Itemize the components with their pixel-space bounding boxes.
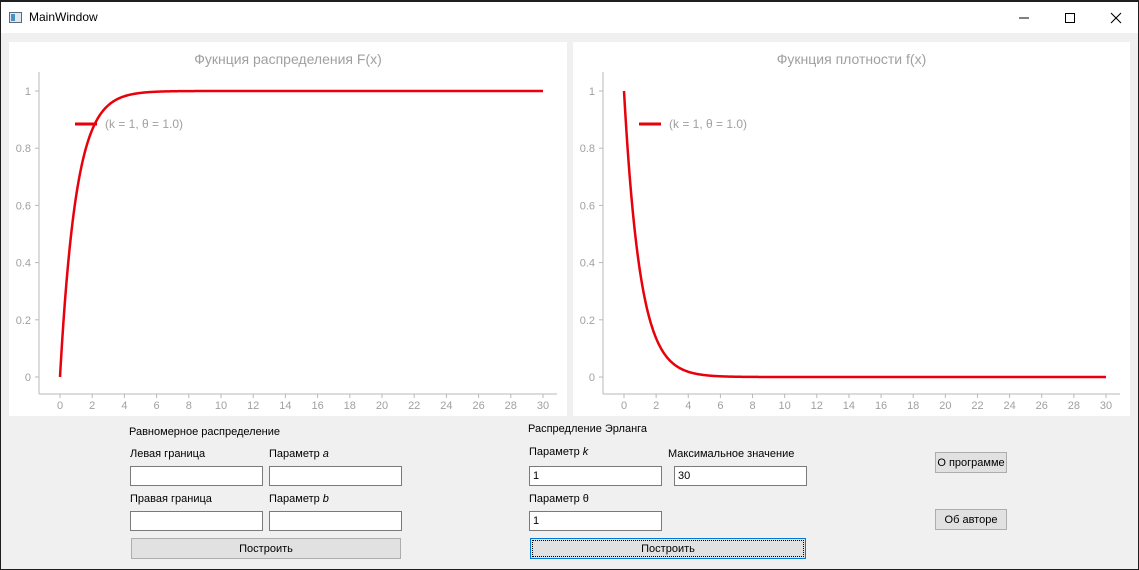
x-tick-label: 20 [376,400,388,412]
param-k-symbol: k [582,446,589,458]
y-tick-label: 0.2 [16,315,31,327]
x-tick-label: 0 [621,400,627,412]
cdf-chart: Фукнция распределения F(x) 0 0.2 0.4 0.6 0.8 1… [16,51,557,412]
x-tick-label: 6 [154,400,160,412]
right-bound-input[interactable] [130,511,263,531]
minimize-icon [1019,17,1029,19]
x-tick-label: 26 [1036,400,1048,412]
pdf-chart-panel: Фукнция плотности f(x) 0 0.2 0.4 0.6 0.8 1 0 2 4 6… [573,42,1130,416]
close-button[interactable] [1093,2,1139,33]
x-tick-label: 14 [843,400,855,412]
x-tick-label: 22 [971,400,983,412]
x-tick-label: 30 [1100,400,1112,412]
x-tick-label: 2 [653,400,659,412]
title-bar[interactable]: MainWindow [1,0,1138,33]
x-tick-label: 8 [749,400,755,412]
param-b-input[interactable] [269,511,402,531]
x-tick-label: 12 [811,400,823,412]
chart-title: Фукнция плотности f(x) [777,51,926,67]
about-author-button[interactable]: Об авторе [935,509,1007,530]
x-tick-label: 4 [121,400,127,412]
param-b-symbol: b [322,493,329,505]
y-tick-label: 0.6 [580,200,595,212]
param-a-input[interactable] [269,466,402,486]
x-tick-label: 18 [344,400,356,412]
y-tick-label: 0.6 [16,200,31,212]
x-tick-label: 10 [779,400,791,412]
x-tick-label: 28 [505,400,517,412]
maximize-button[interactable] [1047,2,1093,33]
x-tick-label: 6 [717,400,723,412]
x-tick-label: 14 [279,400,291,412]
x-tick-label: 4 [685,400,691,412]
about-program-button[interactable]: О программе [935,452,1007,473]
x-tick-label: 20 [939,400,951,412]
y-tick-label: 1 [589,86,595,98]
x-tick-label: 28 [1068,400,1080,412]
x-tick-label: 22 [408,400,420,412]
x-tick-label: 24 [1003,400,1015,412]
right-bound-label: Правая граница [130,493,212,505]
param-a-symbol: a [322,448,329,460]
close-icon [1110,12,1122,24]
param-theta-label: Параметр θ [529,493,589,505]
y-tick-label: 0.4 [16,258,31,270]
x-tick-label: 16 [875,400,887,412]
param-theta-input[interactable] [529,511,662,531]
uniform-build-button[interactable]: Построить [131,538,401,559]
erlang-heading: Распредление Эрланга [528,423,648,435]
x-tick-label: 16 [311,400,323,412]
series-line [58,89,544,378]
x-tick-label: 2 [89,400,95,412]
x-tick-label: 24 [440,400,452,412]
param-k-label: Параметр k [529,446,589,458]
minimize-button[interactable] [1001,2,1047,33]
left-bound-label: Левая граница [130,448,206,460]
param-k-input[interactable] [529,466,662,486]
x-tick-label: 8 [186,400,192,412]
erlang-build-button[interactable]: Построить [530,538,806,559]
cdf-chart-panel: Фукнция распределения F(x) 0 0.2 0.4 0.6 0.8 1… [9,42,567,416]
maximize-icon [1065,13,1075,23]
series-line [622,90,1107,379]
y-tick-label: 0.8 [16,143,31,155]
param-b-label: Параметр b [269,493,329,505]
legend-label: (k = 1, θ = 1.0) [669,117,747,131]
x-tick-label: 26 [472,400,484,412]
max-value-input[interactable] [674,466,807,486]
window-title: MainWindow [29,10,98,24]
y-tick-label: 0.2 [580,315,595,327]
y-tick-label: 0.8 [580,143,595,155]
y-tick-label: 0.4 [580,258,595,270]
pdf-chart: Фукнция плотности f(x)00.20.40.60.810 2 4 6… [580,51,1120,412]
max-value-label: Максимальное значение [668,448,795,460]
uniform-heading: Равномерное распределение [129,426,281,438]
param-a-label: Параметр a [269,448,329,460]
y-tick-label: 1 [25,86,31,98]
x-tick-label: 0 [57,400,63,412]
app-icon [9,12,22,23]
y-tick-label: 0 [25,372,31,384]
x-tick-label: 18 [907,400,919,412]
x-tick-label: 10 [215,400,227,412]
legend-label: (k = 1, θ = 1.0) [105,117,183,131]
left-bound-input[interactable] [130,466,263,486]
chart-title: Фукнция распределения F(x) [194,51,382,67]
x-tick-label: 30 [537,400,549,412]
x-tick-label: 12 [247,400,259,412]
y-tick-label: 0 [589,372,595,384]
